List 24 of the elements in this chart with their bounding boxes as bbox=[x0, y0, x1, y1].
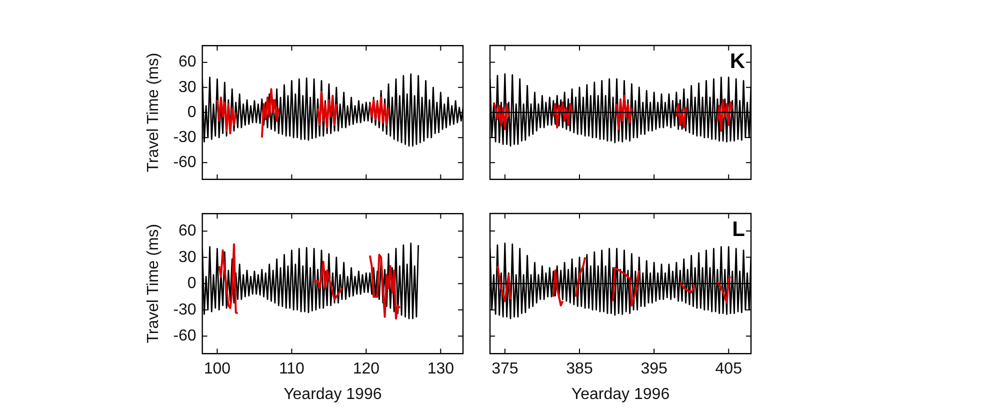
y-tick-label: 0 bbox=[187, 104, 196, 121]
y-tick-label: 30 bbox=[178, 248, 196, 266]
y-axis-title: Travel Time (ms) bbox=[145, 52, 162, 172]
y-tick-label: -30 bbox=[173, 301, 196, 318]
x-tick-label: 130 bbox=[427, 360, 454, 378]
annotation: K bbox=[730, 50, 745, 73]
x-tick-label: 100 bbox=[204, 360, 231, 378]
y-tick-label: -60 bbox=[173, 328, 196, 345]
x-axis-title: Yearday 1996 bbox=[284, 386, 382, 403]
x-tick-label: 375 bbox=[492, 360, 518, 378]
x-tick-label: 385 bbox=[566, 360, 593, 378]
y-tick-label: 0 bbox=[187, 275, 196, 292]
x-tick-label: 395 bbox=[640, 360, 668, 378]
y-tick-label: -30 bbox=[173, 128, 196, 146]
x-tick-label: 110 bbox=[278, 360, 305, 378]
y-tick-label: -60 bbox=[173, 154, 196, 172]
x-tick-label: 120 bbox=[352, 360, 380, 378]
y-tick-label: 60 bbox=[178, 54, 196, 71]
y-tick-label: 60 bbox=[178, 222, 196, 240]
y-tick-label: 30 bbox=[178, 78, 196, 96]
annotation: L bbox=[732, 218, 746, 241]
x-axis-title: Yearday 1996 bbox=[571, 386, 670, 403]
y-axis-title: Travel Time (ms) bbox=[145, 224, 162, 344]
x-tick-label: 405 bbox=[715, 360, 742, 378]
